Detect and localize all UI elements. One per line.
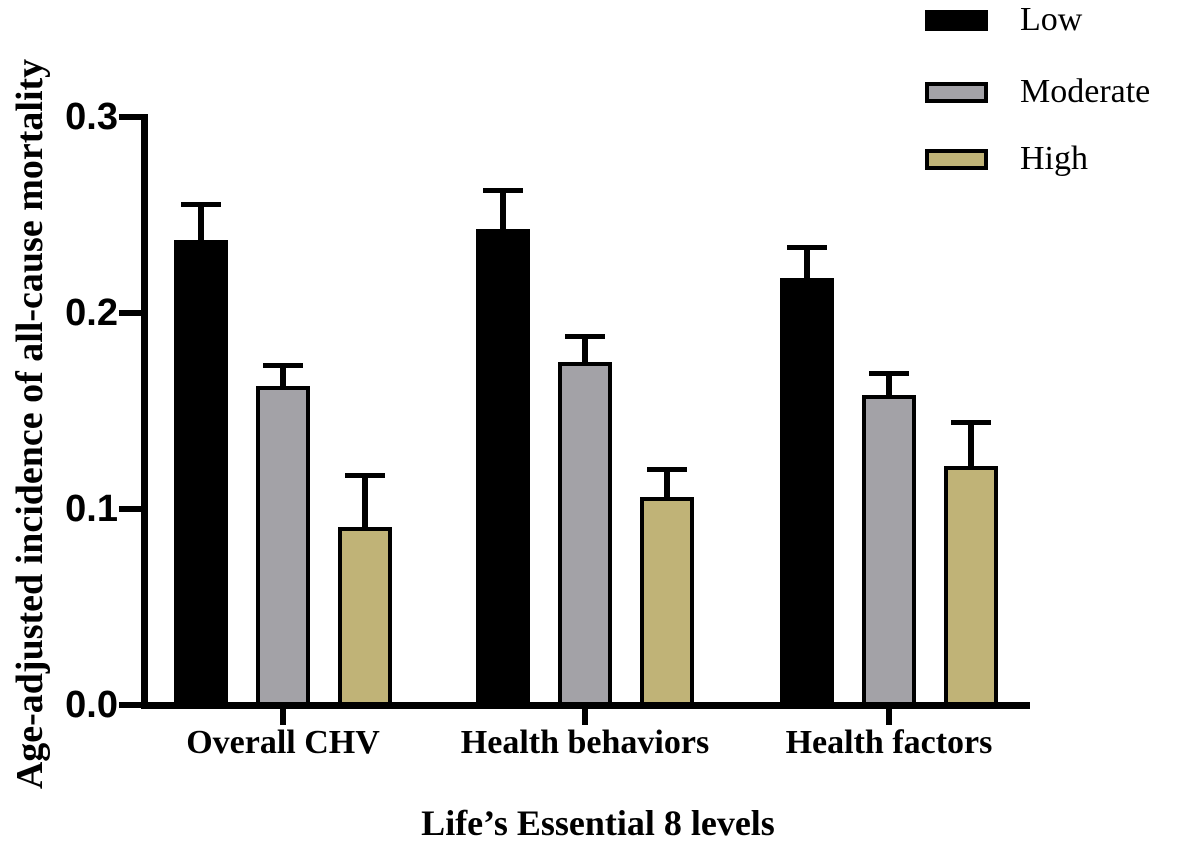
bar xyxy=(558,362,612,708)
error-bar-cap xyxy=(565,333,605,339)
bar xyxy=(640,497,694,708)
legend-row-low: Low xyxy=(925,3,1082,37)
y-tick-label: 0.1 xyxy=(65,488,118,530)
legend-label-high: High xyxy=(1020,140,1088,177)
error-bar-cap xyxy=(951,419,991,425)
x-axis-tick xyxy=(280,709,286,725)
legend-swatch-moderate xyxy=(925,81,988,103)
bar xyxy=(780,277,834,708)
x-axis-title: Life’s Essential 8 levels xyxy=(421,803,775,843)
bar xyxy=(944,465,998,708)
y-tick-label: 0.0 xyxy=(65,684,118,726)
y-tick-label: 0.2 xyxy=(65,292,118,334)
bar xyxy=(476,228,530,708)
bar xyxy=(338,526,392,708)
y-tick-label: 0.3 xyxy=(65,96,118,138)
y-axis-line xyxy=(141,114,148,709)
legend-label-low: Low xyxy=(1020,1,1083,38)
legend-label-moderate: Moderate xyxy=(1020,73,1151,110)
error-bar-cap xyxy=(345,472,385,478)
error-bar-cap xyxy=(647,466,687,472)
bar xyxy=(174,240,228,708)
error-bar-cap xyxy=(787,245,827,251)
legend-swatch-high xyxy=(925,148,988,170)
x-category-label: Health factors xyxy=(785,724,993,761)
legend-row-moderate: Moderate xyxy=(925,75,1150,109)
error-bar-cap xyxy=(181,202,221,208)
error-bar-line xyxy=(664,469,670,502)
y-axis-tick xyxy=(119,506,141,512)
legend-swatch-low xyxy=(925,9,988,31)
error-bar-line xyxy=(886,373,892,400)
error-bar-cap xyxy=(483,188,523,194)
legend: Low Moderate High xyxy=(925,0,1181,190)
x-axis-tick xyxy=(886,709,892,725)
x-axis-tick xyxy=(582,709,588,725)
y-axis-tick xyxy=(119,310,141,316)
error-bar-line xyxy=(804,248,810,282)
x-category-label: Health behaviors xyxy=(460,724,710,761)
error-bar-cap xyxy=(869,370,909,376)
error-bar-line xyxy=(582,336,588,366)
error-bar-line xyxy=(968,422,974,470)
x-axis-line xyxy=(141,702,1030,709)
error-bar-line xyxy=(198,205,204,245)
error-bar-line xyxy=(500,191,506,233)
legend-row-high: High xyxy=(925,142,1088,176)
y-axis-tick xyxy=(119,114,141,120)
x-category-label: Overall CHV xyxy=(186,724,380,761)
error-bar-cap xyxy=(263,362,303,368)
bar xyxy=(256,385,310,708)
y-axis-tick xyxy=(119,702,141,708)
error-bar-line xyxy=(280,365,286,390)
bar xyxy=(862,395,916,708)
error-bar-line xyxy=(362,475,368,531)
